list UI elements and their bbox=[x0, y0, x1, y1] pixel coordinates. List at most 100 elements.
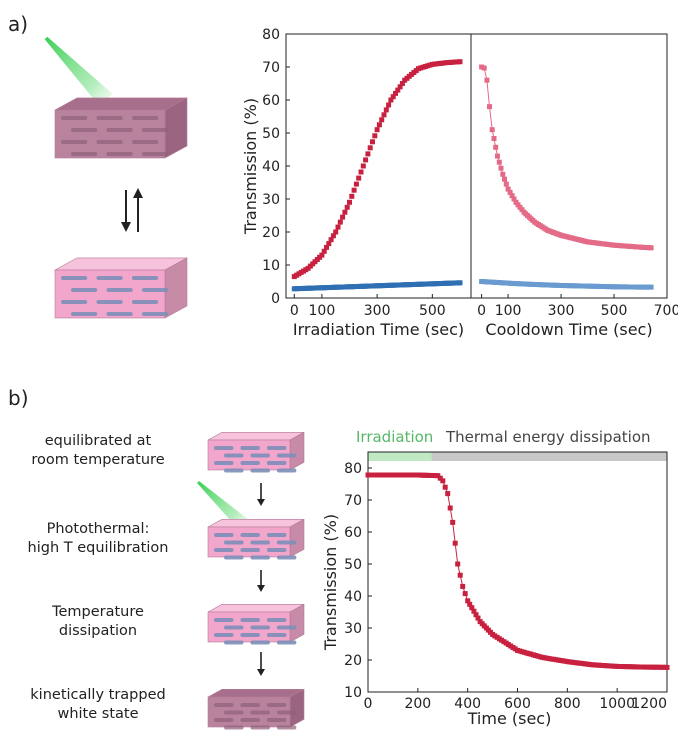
film-block-b-2-platelet bbox=[224, 540, 244, 545]
chart-a-left-red-point bbox=[381, 112, 387, 118]
chart-a-right-red-point bbox=[495, 153, 500, 159]
chart-a-frame bbox=[285, 33, 668, 299]
chart-a-left-red-point bbox=[393, 90, 398, 96]
panel-label-b: b) bbox=[8, 386, 29, 410]
chart-a-left-red-point bbox=[386, 102, 392, 108]
chart-a-left-red-point bbox=[399, 81, 405, 86]
film-block-b-2 bbox=[207, 518, 305, 560]
film-block-b-4-platelet bbox=[250, 725, 270, 730]
chart-a-right-red-point bbox=[498, 165, 504, 171]
step-label-2-line1: Photothermal: bbox=[46, 521, 150, 537]
chart-b-red-point bbox=[457, 572, 463, 578]
chart-a-left-red-point bbox=[388, 97, 394, 103]
film-block-b-4-platelet bbox=[266, 718, 287, 722]
chart-b-xtick-label: 200 bbox=[404, 696, 431, 712]
chart-a-left-red-point bbox=[374, 127, 380, 133]
chart-a-left-red-point bbox=[326, 241, 332, 247]
film-block-a-bottom-platelet bbox=[106, 288, 133, 292]
film-block-b-1-platelet bbox=[240, 461, 260, 465]
chart-a-right-red-point bbox=[487, 104, 492, 110]
chart-a-right-xtick-label: 700 bbox=[654, 303, 678, 319]
chart-a-left-red-point bbox=[383, 107, 389, 113]
film-block-a-top-platelet bbox=[96, 116, 123, 120]
chart-a-left-xtick-label: 0 bbox=[290, 303, 299, 319]
chart-a-right-xlabel: Cooldown Time (sec) bbox=[485, 320, 652, 339]
film-block-a-bottom-platelet bbox=[141, 312, 169, 316]
chart-a-left-red-point bbox=[328, 237, 334, 243]
chart-a-right-red-point bbox=[511, 196, 517, 202]
film-block-b-3-platelet bbox=[224, 625, 244, 630]
chart-b-red-point bbox=[442, 484, 448, 490]
chart-a-right-red-point bbox=[493, 144, 499, 150]
film-block-b-2-platelet bbox=[276, 555, 297, 560]
process-arrow-1-head bbox=[257, 499, 265, 506]
film-block-b-1-platelet bbox=[214, 446, 234, 450]
film-block-b-3-platelet bbox=[276, 625, 297, 630]
chart-a-left-red-point bbox=[390, 94, 396, 100]
chart-a-right-red-line bbox=[481, 66, 652, 249]
chart-a-left-red-point bbox=[344, 204, 350, 210]
chart-a-ytick-label: 80 bbox=[262, 27, 280, 43]
chart-b-ytick-label: 20 bbox=[344, 653, 362, 669]
film-block-a-bottom-platelet bbox=[141, 288, 169, 292]
film-block-b-1-platelet bbox=[276, 468, 297, 473]
chart-a-right-red-point bbox=[500, 171, 506, 177]
film-block-b-4-platelet bbox=[224, 710, 244, 715]
film-block-b-3-platelet bbox=[250, 625, 270, 630]
equilibrium-arrows bbox=[121, 188, 143, 232]
film-block-a-bottom bbox=[54, 257, 188, 319]
film-block-b-4-platelet bbox=[250, 710, 270, 715]
film-block-b-3-platelet bbox=[250, 640, 270, 645]
chart-b-red-point bbox=[473, 612, 479, 618]
chart-b-phase-bar bbox=[431, 452, 667, 461]
chart-b-red-point bbox=[460, 583, 466, 589]
chart-b-red-point bbox=[440, 478, 446, 484]
chart-a-left-red-point bbox=[372, 133, 378, 139]
step-label-3: Temperature dissipation bbox=[18, 603, 178, 641]
chart-a-left-xtick-label: 500 bbox=[419, 303, 446, 319]
film-block-b-3-top bbox=[207, 603, 305, 613]
equilibrium-arrow-up-head bbox=[133, 188, 143, 198]
chart-b: Irradiation Thermal energy dissipation 10 2… bbox=[321, 428, 670, 728]
film-block-a-top-platelet bbox=[61, 116, 88, 120]
chart-a-left-red-point bbox=[333, 229, 339, 235]
chart-b-red-point bbox=[455, 561, 461, 567]
film-block-b-4-platelet bbox=[266, 703, 287, 707]
chart-b-ytick-label: 10 bbox=[344, 685, 362, 701]
chart-a-left-red-point bbox=[330, 233, 336, 239]
chart-a-left-red-point bbox=[395, 87, 401, 93]
chart-a-left-red-point bbox=[342, 209, 348, 215]
chart-b-xtick-label: 1000 bbox=[599, 696, 635, 712]
step-label-4-line2: white state bbox=[57, 705, 139, 722]
chart-a-right-red-point bbox=[502, 176, 507, 182]
chart-b-ytick-label: 70 bbox=[344, 493, 362, 509]
chart-b-xlabel: Time (sec) bbox=[467, 709, 552, 728]
chart-a-left-xtick-label: 300 bbox=[364, 303, 391, 319]
step-label-1-line1: equilibrated at bbox=[44, 433, 152, 449]
film-block-a-top-platelet bbox=[141, 152, 169, 156]
process-arrow-2-head bbox=[257, 585, 265, 592]
film-block-b-2-platelet bbox=[224, 555, 244, 560]
chart-a-left-xtick-label: 100 bbox=[309, 303, 336, 319]
chart-a-right-red-point bbox=[489, 127, 495, 133]
panel-label-a: a) bbox=[8, 12, 29, 36]
process-arrow-3-head bbox=[257, 669, 265, 676]
step-label-1: equilibrated at room temperature bbox=[18, 432, 178, 470]
film-block-a-top bbox=[54, 97, 188, 159]
chart-b-red-point bbox=[445, 491, 451, 497]
film-block-a-bottom-platelet bbox=[61, 300, 88, 304]
chart-b-ytick-label: 50 bbox=[344, 557, 362, 573]
chart-b-red-point bbox=[467, 601, 473, 607]
chart-a-left-red-point bbox=[340, 214, 346, 220]
chart-a-ytick-label: 30 bbox=[262, 192, 280, 208]
chart-a-right-red-point bbox=[479, 64, 485, 70]
film-block-b-1-platelet bbox=[250, 468, 270, 473]
step-label-2-line2: high T equilibration bbox=[27, 539, 169, 556]
chart-a-right-xtick-label: 100 bbox=[495, 303, 522, 319]
chart-b-ytick-label: 30 bbox=[344, 621, 362, 637]
process-arrow-1 bbox=[257, 483, 265, 506]
chart-a-ytick-label: 40 bbox=[262, 159, 280, 175]
illustrations-layer bbox=[44, 36, 305, 730]
film-block-a-top-platelet bbox=[131, 116, 159, 120]
